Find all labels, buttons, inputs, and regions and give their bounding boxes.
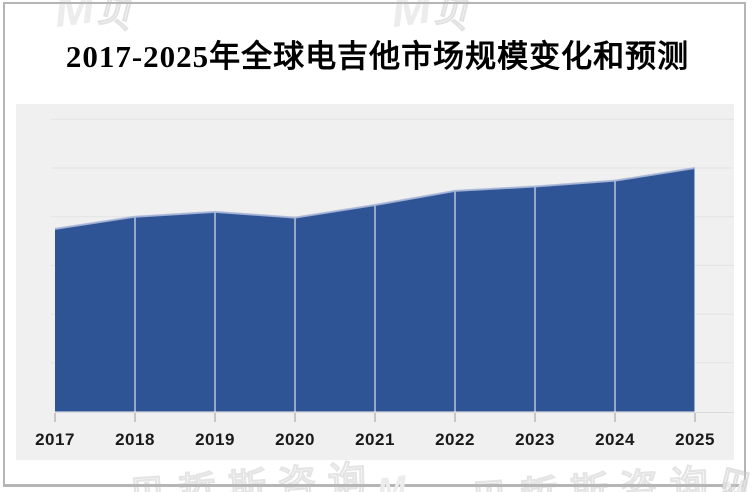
x-axis-label: 2022 — [435, 430, 475, 449]
chart-title: 2017-2025年全球电吉他市场规模变化和预测 — [65, 39, 690, 74]
x-axis-label: 2023 — [515, 430, 555, 449]
x-axis-label: 2025 — [675, 430, 715, 449]
plot-panel — [16, 104, 734, 460]
x-axis-label: 2018 — [115, 430, 155, 449]
x-axis-label: 2019 — [195, 430, 235, 449]
x-axis-label: 2020 — [275, 430, 315, 449]
x-axis-label: 2017 — [35, 430, 75, 449]
chart-frame — [3, 2, 746, 487]
x-axis-label: 2021 — [355, 430, 395, 449]
x-axis-label: 2024 — [595, 430, 635, 449]
